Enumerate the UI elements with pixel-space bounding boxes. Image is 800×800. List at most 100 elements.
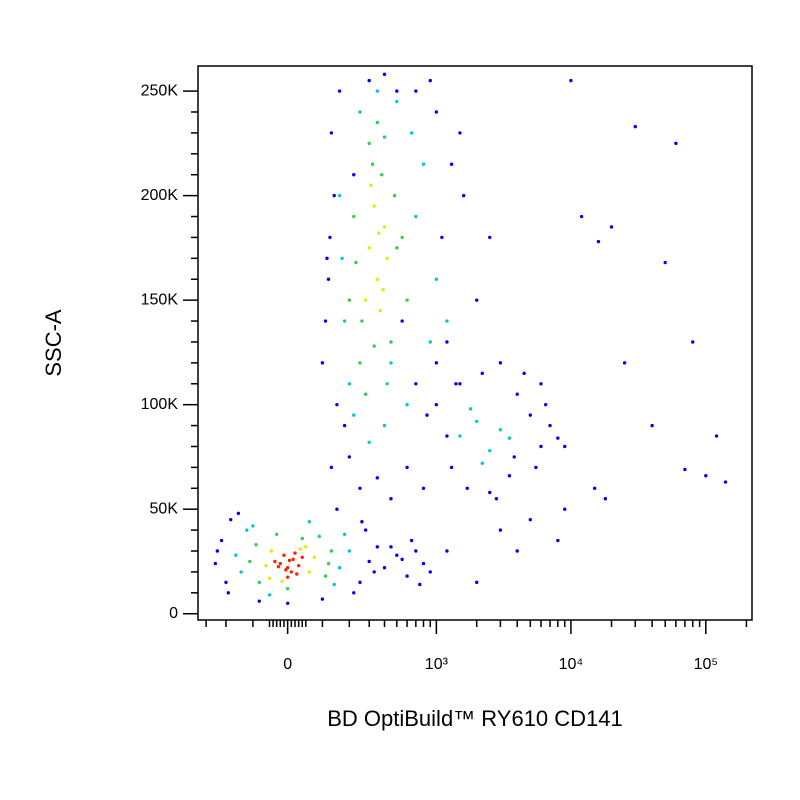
data-point xyxy=(325,256,329,261)
data-point xyxy=(224,580,228,585)
data-point xyxy=(382,225,387,229)
data-point xyxy=(372,204,376,208)
data-point xyxy=(389,340,393,344)
data-point xyxy=(312,555,317,559)
data-point xyxy=(454,382,458,386)
data-point xyxy=(400,235,404,240)
data-point xyxy=(382,72,387,77)
data-point xyxy=(347,298,352,302)
data-point xyxy=(295,572,299,576)
data-point xyxy=(335,507,339,511)
data-point xyxy=(273,559,277,564)
data-point xyxy=(421,486,426,490)
data-point xyxy=(674,141,678,146)
data-point xyxy=(291,557,295,562)
data-point xyxy=(474,298,479,302)
data-point xyxy=(458,434,462,438)
y-axis-title: SSC-A xyxy=(41,309,66,377)
data-point xyxy=(385,256,389,261)
data-point xyxy=(434,110,439,114)
data-point xyxy=(381,287,385,292)
data-point xyxy=(445,340,449,344)
data-point xyxy=(378,308,382,313)
data-point xyxy=(488,235,492,240)
data-point xyxy=(289,570,294,574)
data-point xyxy=(248,559,252,564)
data-point xyxy=(392,193,397,198)
data-point xyxy=(337,566,342,570)
x-tick-label: 0 xyxy=(283,656,292,673)
data-point xyxy=(507,474,512,478)
data-point xyxy=(239,570,243,574)
data-point xyxy=(367,559,371,564)
y-tick-label: 0 xyxy=(169,605,178,622)
data-point xyxy=(609,225,614,229)
data-point xyxy=(219,538,224,543)
data-point xyxy=(326,277,331,281)
data-point xyxy=(375,120,380,125)
data-point xyxy=(382,566,387,570)
data-point xyxy=(395,553,399,557)
data-point xyxy=(274,532,279,536)
data-point xyxy=(377,231,381,235)
data-point xyxy=(633,124,637,129)
x-tick-label: 10³ xyxy=(425,656,449,673)
data-point xyxy=(414,549,418,553)
data-point xyxy=(683,467,687,472)
data-point xyxy=(285,586,290,591)
data-point xyxy=(323,319,328,323)
data-point xyxy=(414,89,418,93)
data-point xyxy=(440,235,444,240)
plot-frame xyxy=(197,65,753,621)
data-point xyxy=(234,553,238,557)
data-point xyxy=(461,193,466,198)
data-point xyxy=(563,444,567,449)
data-point xyxy=(389,545,393,549)
data-point xyxy=(405,402,409,407)
data-point xyxy=(375,89,380,93)
data-point xyxy=(515,549,519,553)
data-point xyxy=(515,392,519,396)
data-point xyxy=(307,570,311,574)
data-point xyxy=(367,141,371,146)
data-point xyxy=(360,319,364,323)
data-point xyxy=(494,497,499,501)
data-point xyxy=(298,547,303,551)
data-point xyxy=(434,402,439,407)
data-point xyxy=(372,570,376,574)
data-point xyxy=(507,436,512,440)
data-point xyxy=(543,402,548,407)
data-point xyxy=(226,591,231,595)
data-point xyxy=(421,162,426,166)
data-point xyxy=(254,543,258,547)
data-point xyxy=(556,436,560,440)
data-point xyxy=(691,340,695,344)
data-point xyxy=(229,517,233,522)
data-point xyxy=(414,214,418,219)
data-point xyxy=(323,574,328,578)
data-point xyxy=(329,465,334,470)
data-point xyxy=(434,361,439,365)
data-point xyxy=(267,593,272,597)
data-point xyxy=(534,465,538,470)
data-point xyxy=(421,561,426,566)
data-point xyxy=(264,563,268,568)
x-tick-label: 10⁴ xyxy=(559,656,584,673)
data-point xyxy=(400,319,404,323)
data-point xyxy=(352,214,356,219)
y-tick-label: 200K xyxy=(141,187,179,204)
data-point xyxy=(592,486,597,490)
data-point xyxy=(556,538,560,543)
data-point xyxy=(548,423,552,428)
data-point xyxy=(367,246,371,250)
data-point xyxy=(358,110,362,114)
data-point xyxy=(317,534,321,539)
x-tick-label: 10⁵ xyxy=(694,656,718,673)
data-point xyxy=(596,239,601,244)
data-point xyxy=(488,490,492,495)
data-point xyxy=(332,193,336,198)
data-point xyxy=(480,461,484,465)
data-point xyxy=(405,465,409,470)
